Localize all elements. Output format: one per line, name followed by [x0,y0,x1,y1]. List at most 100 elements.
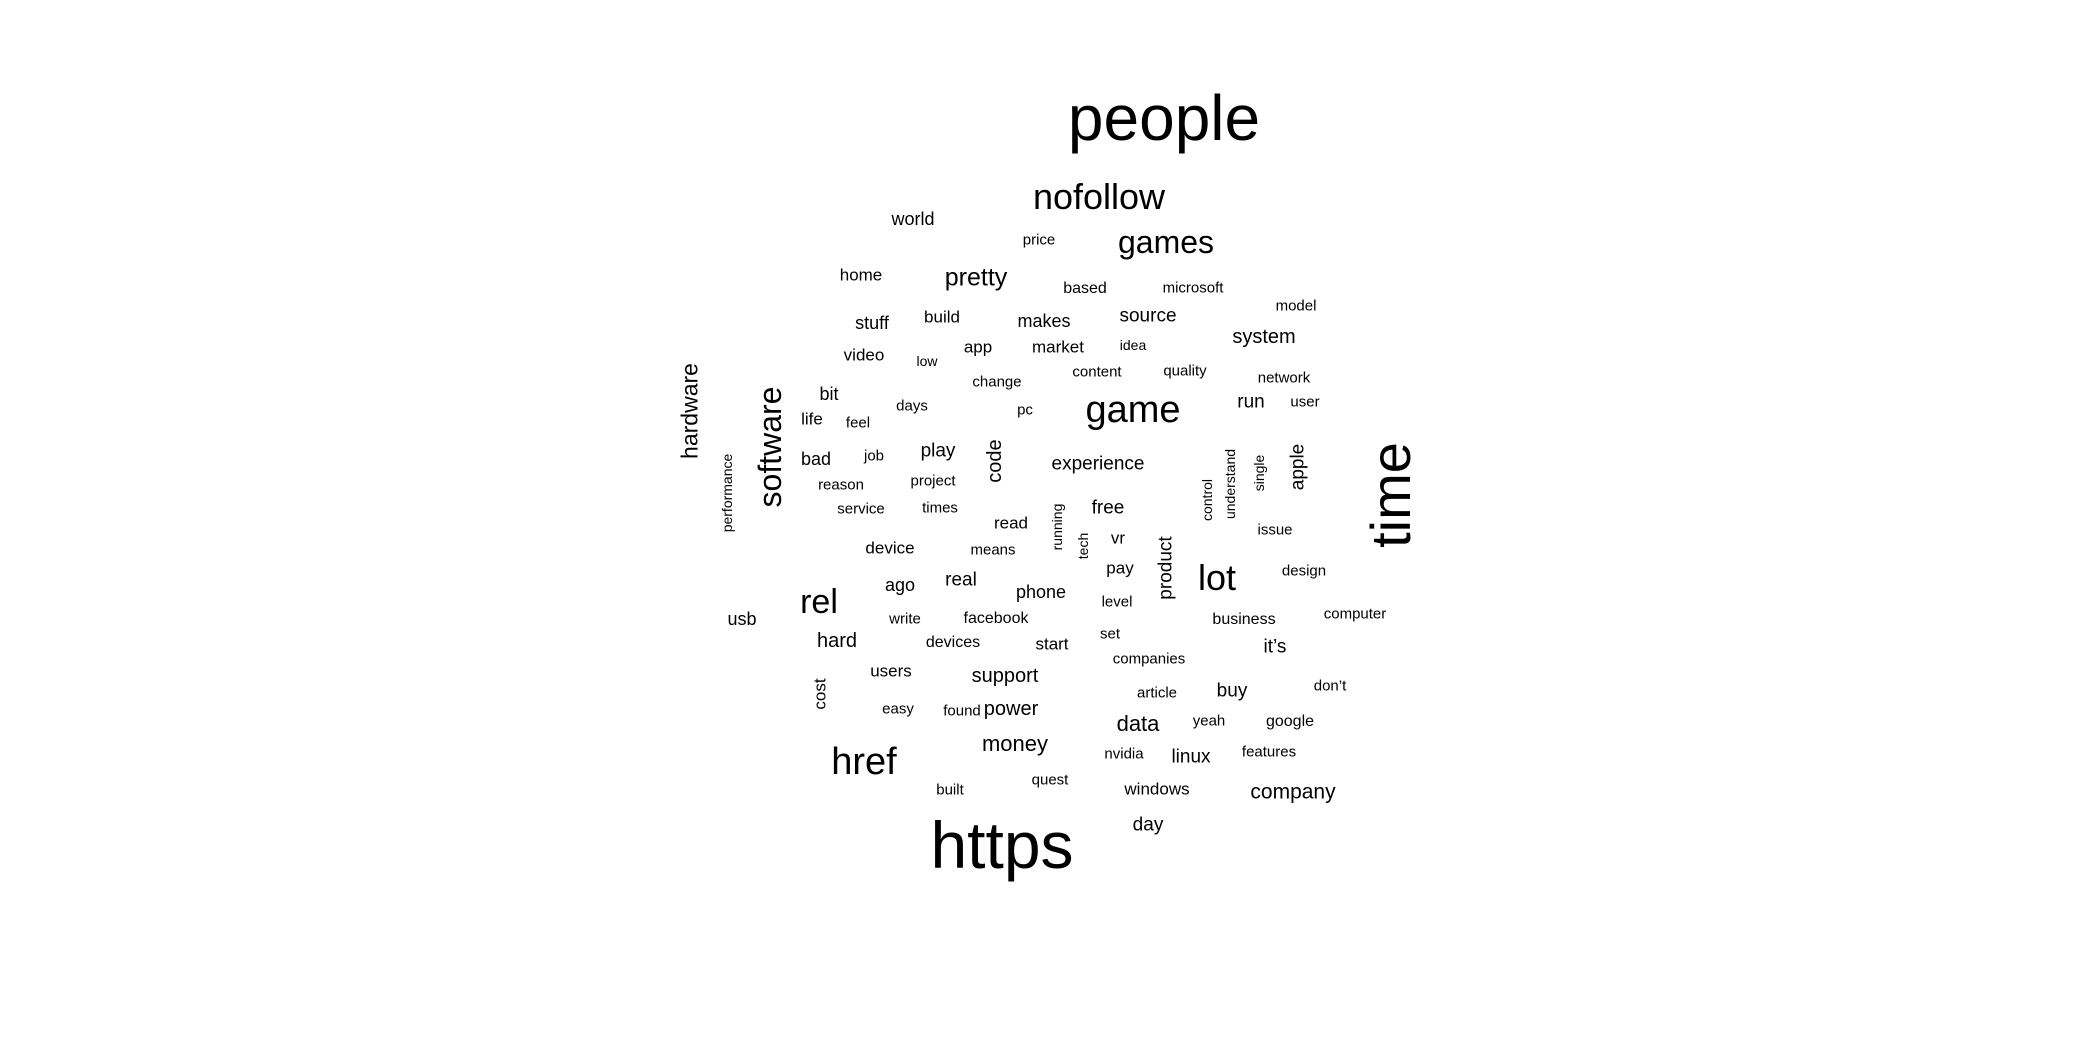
word-built: built [936,781,964,799]
word-days: days [896,397,928,415]
word-running: running [1049,503,1065,551]
word-support: support [971,665,1039,687]
word-tech: tech [1075,532,1091,560]
word-software: software [752,386,788,508]
word-user: user [1290,393,1320,411]
word-understand: understand [1222,448,1238,520]
word-buy: buy [1216,680,1248,702]
word-makes: makes [1017,311,1071,331]
word-change: change [972,373,1022,391]
word-run: run [1237,391,1265,413]
word-https: https [930,808,1074,882]
word-stuff: stuff [855,313,889,333]
word-facebook: facebook [963,610,1029,627]
word-means: means [970,541,1016,559]
word-free: free [1091,497,1125,519]
word-based: based [1063,280,1107,297]
word-hardware: hardware [676,363,703,459]
word-single: single [1251,454,1267,492]
word-project: project [910,472,956,490]
word-microsoft: microsoft [1162,279,1224,297]
word-nofollow: nofollow [1032,176,1166,217]
word-money: money [981,731,1049,756]
word-network: network [1257,369,1311,387]
word-hard: hard [816,630,858,652]
word-issue: issue [1257,521,1293,539]
word-features: features [1241,743,1297,761]
word-yeah: yeah [1192,712,1226,730]
word-google: google [1265,713,1315,730]
word-home: home [839,265,883,285]
word-lot: lot [1197,557,1237,598]
word-life: life [801,409,823,429]
word-video: video [843,345,885,365]
word-game: game [1085,389,1181,431]
word-found: found [943,702,981,720]
word-usb: usb [727,609,757,629]
word-time: time [1359,442,1422,548]
word-pretty: pretty [944,263,1008,292]
word-pay: pay [1106,558,1134,578]
word-cost: cost [810,678,830,710]
word-idea: idea [1119,337,1147,353]
word-business: business [1212,611,1276,628]
word-play: play [920,440,956,462]
word-pc: pc [1017,401,1033,419]
word-control: control [1199,478,1215,522]
word-service: service [837,500,885,518]
word-companies: companies [1112,650,1186,668]
word-apple: apple [1287,443,1309,491]
word-href: href [831,741,897,783]
word-phone: phone [1015,582,1067,602]
word-nvidia: nvidia [1104,745,1144,763]
word-computer: computer [1323,605,1387,623]
word-real: real [945,569,977,591]
word-users: users [870,661,912,681]
word-source: source [1119,305,1177,327]
word-feel: feel [845,414,871,432]
word-read: read [993,513,1029,533]
word-job: job [863,447,885,465]
word-world: world [891,209,935,229]
word-power: power [983,698,1039,720]
word-level: level [1101,593,1133,611]
word-times: times [922,499,958,517]
word-market: market [1032,337,1084,357]
word-product: product [1155,536,1177,600]
word-performance: performance [719,453,735,533]
word-bit: bit [819,384,839,404]
word-dont: don’t [1313,677,1347,695]
word-bad: bad [800,449,832,469]
word-vr: vr [1110,528,1126,548]
word-device: device [865,538,915,558]
word-ago: ago [884,575,916,595]
word-company: company [1250,780,1336,804]
word-model: model [1275,297,1317,315]
word-content: content [1072,363,1122,381]
word-windows: windows [1124,779,1190,799]
word-linux: linux [1171,746,1211,768]
word-data: data [1116,711,1160,736]
word-app: app [963,337,993,357]
word-easy: easy [882,700,914,718]
word-games: games [1117,224,1215,260]
word-design: design [1281,562,1327,580]
word-reason: reason [818,476,864,494]
word-rel: rel [800,583,838,621]
word-article: article [1136,684,1178,702]
word-price: price [1022,231,1056,249]
word-experience: experience [1051,453,1145,475]
word-people: people [1067,82,1261,154]
word-low: low [916,353,938,369]
word-write: write [889,610,921,628]
word-code: code [984,439,1006,483]
word-start: start [1035,634,1069,654]
word-quality: quality [1163,362,1207,380]
word-set: set [1099,625,1121,643]
word-system: system [1232,326,1296,348]
word-its: it’s [1263,636,1287,658]
word-day: day [1132,814,1164,836]
word-quest: quest [1031,771,1069,789]
word-devices: devices [925,634,981,651]
